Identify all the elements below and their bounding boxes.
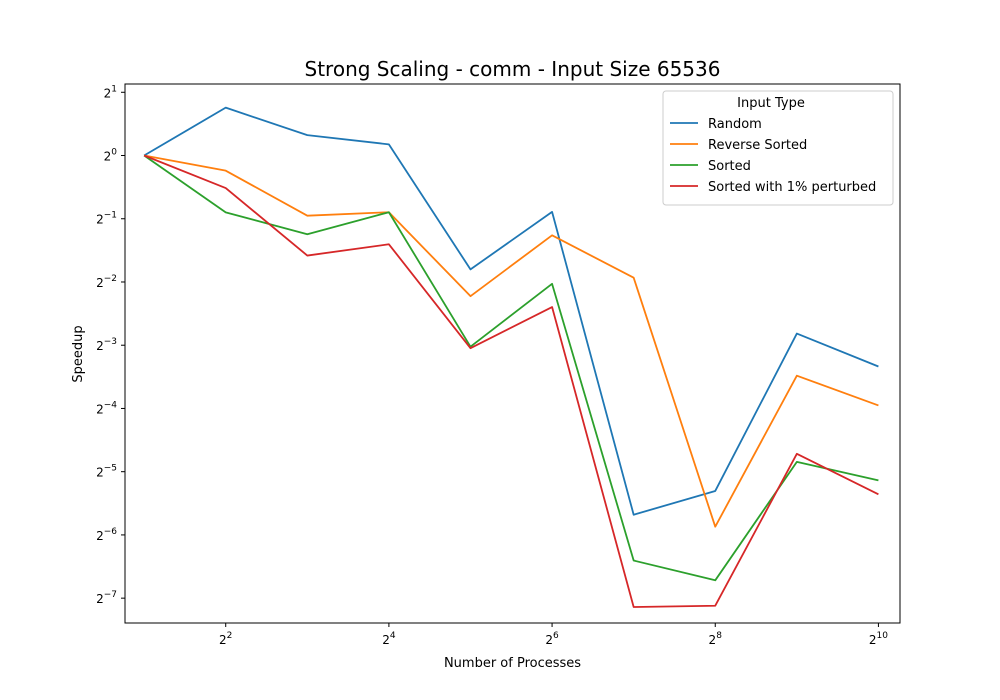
x-tick-label: 22 [219,631,232,647]
legend: Input Type Random Reverse Sorted Sorted Sort… [662,90,894,206]
legend-label-1: Reverse Sorted [708,138,807,153]
y-tick-label: 2−1 [96,211,117,227]
y-tick-label: 2−3 [96,337,117,353]
legend-label-2: Sorted [708,159,751,174]
y-tick-label: 20 [104,148,118,164]
series-line-3 [143,154,879,608]
legend-label-0: Random [708,117,762,132]
series-line-1 [143,154,879,528]
legend-title: Input Type [737,96,805,111]
plot-frame [124,83,901,624]
x-tick-label: 26 [545,631,559,647]
legend-box [662,90,894,206]
y-tick-label: 2−6 [96,527,117,543]
y-tick-label: 2−5 [96,464,117,480]
legend-label-3: Sorted with 1% perturbed [708,180,876,195]
x-tick-label: 28 [709,631,723,647]
y-axis-ticks: 2−7 2−6 2−5 2−4 2−3 2−2 2−1 20 21 [96,84,125,606]
series-group [143,106,879,608]
x-axis-ticks: 22 24 26 28 210 [219,623,888,647]
chart-title: Strong Scaling - comm - Input Size 65536 [305,57,721,81]
y-tick-label: 2−4 [96,400,117,416]
series-line-2 [143,154,879,582]
y-tick-label: 2−2 [96,274,117,290]
x-tick-label: 210 [869,631,888,647]
series-line-0 [143,106,879,516]
y-axis-label: Speedup [71,325,86,382]
x-axis-label: Number of Processes [444,656,581,671]
y-tick-label: 21 [104,84,117,100]
y-tick-label: 2−7 [96,590,117,606]
plot-area [124,83,901,624]
x-tick-label: 24 [382,631,396,647]
